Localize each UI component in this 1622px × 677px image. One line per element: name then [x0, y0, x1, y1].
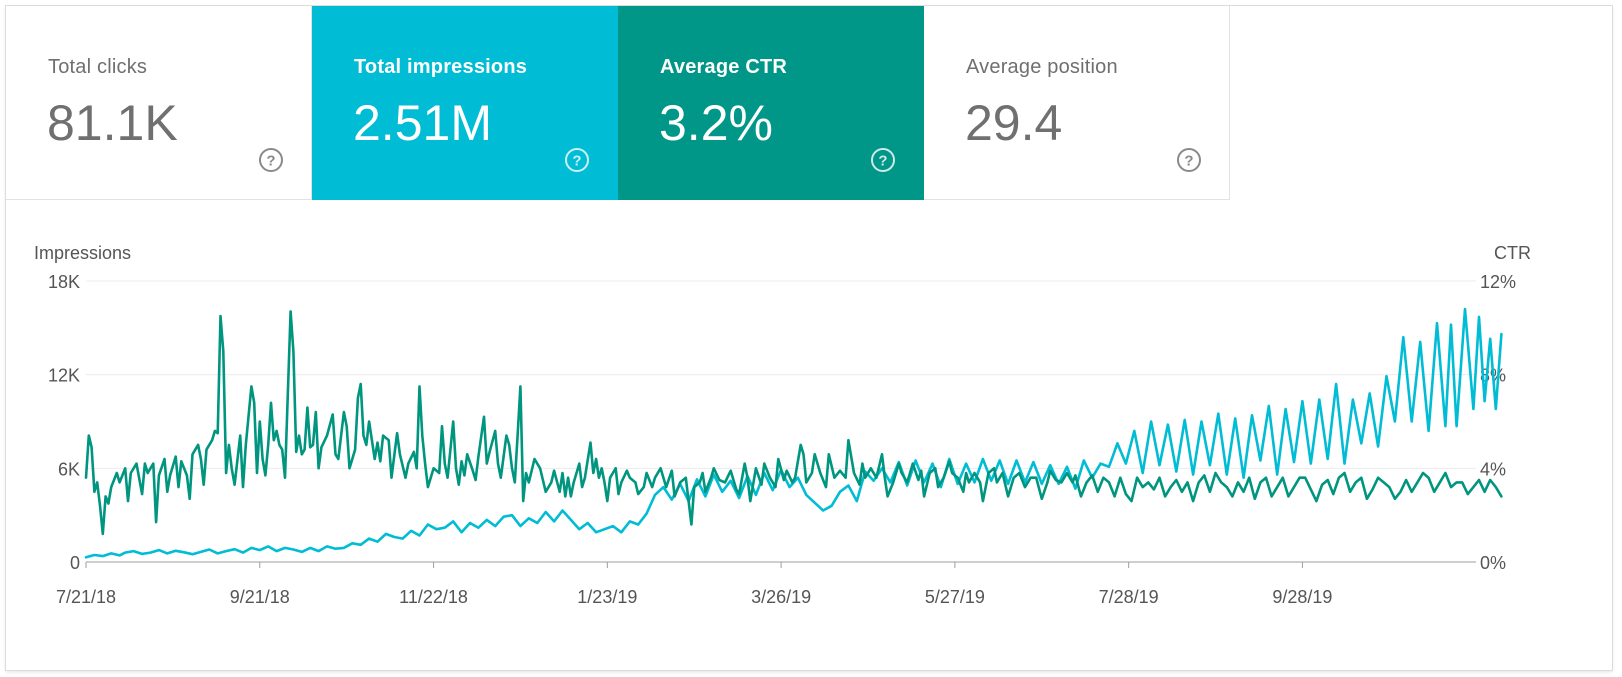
metric-average-ctr[interactable]: Average CTR 3.2% ? [618, 6, 924, 200]
metric-tiles: Total clicks 81.1K ? Total impressions 2… [6, 6, 1230, 200]
x-axis-tick-label: 9/28/19 [1272, 587, 1332, 607]
left-axis-tick-label: 18K [48, 272, 80, 292]
svg-text:?: ? [878, 153, 887, 170]
metric-label: Average position [966, 56, 1118, 78]
right-axis-title: CTR [1494, 243, 1531, 263]
svg-text:?: ? [266, 153, 275, 170]
left-axis-title: Impressions [34, 243, 131, 263]
performance-card: Total clicks 81.1K ? Total impressions 2… [6, 6, 1612, 670]
left-axis-ticks: 18K 12K 6K 0 [48, 272, 80, 573]
metric-label: Average CTR [660, 56, 788, 78]
series-line-ctr [84, 310, 1503, 536]
x-axis-tick-label: 9/21/18 [230, 587, 290, 607]
x-axis-tick-label: 11/22/18 [399, 587, 468, 607]
x-axis-tick-label: 1/23/19 [577, 587, 637, 607]
help-circle-icon[interactable]: ? [870, 147, 896, 173]
svg-text:?: ? [1184, 153, 1193, 170]
x-axis-ticks: 7/21/18 9/21/18 11/22/18 1/23/19 3/26/19 5/27… [56, 562, 1332, 607]
x-axis-tick-label: 7/28/19 [1099, 587, 1159, 607]
x-axis-tick-label: 5/27/19 [925, 587, 985, 607]
help-circle-icon[interactable]: ? [1176, 147, 1202, 173]
left-axis-tick-label: 0 [70, 553, 80, 573]
metric-value: 29.4 [965, 95, 1063, 151]
right-axis-tick-label: 0% [1480, 553, 1506, 573]
help-circle-icon[interactable]: ? [258, 147, 284, 173]
metric-total-clicks[interactable]: Total clicks 81.1K ? [6, 6, 312, 200]
metric-label: Total clicks [48, 56, 148, 78]
series-lines [84, 307, 1503, 559]
metric-label: Total impressions [354, 56, 528, 78]
svg-text:?: ? [572, 153, 581, 170]
x-axis-tick-label: 3/26/19 [751, 587, 811, 607]
right-axis-tick-label: 12% [1480, 272, 1516, 292]
metric-value: 3.2% [659, 95, 773, 151]
left-axis-tick-label: 6K [58, 459, 80, 479]
metric-average-position[interactable]: Average position 29.4 ? [924, 6, 1230, 200]
x-axis-tick-label: 7/21/18 [56, 587, 116, 607]
metric-total-impressions[interactable]: Total impressions 2.51M ? [312, 6, 618, 200]
right-axis-tick-label: 4% [1480, 459, 1506, 479]
right-axis-ticks: 12%8%4%0% [1480, 272, 1516, 573]
performance-chart: Impressions CTR 18K 12K 6K 0 12% 8% 4% 0% 7/21… [6, 200, 1612, 670]
help-circle-icon[interactable]: ? [564, 147, 590, 173]
left-axis-tick-label: 12K [48, 366, 80, 386]
metric-value: 2.51M [353, 95, 492, 151]
metric-value: 81.1K [47, 95, 178, 151]
series-line-impressions [84, 307, 1503, 559]
